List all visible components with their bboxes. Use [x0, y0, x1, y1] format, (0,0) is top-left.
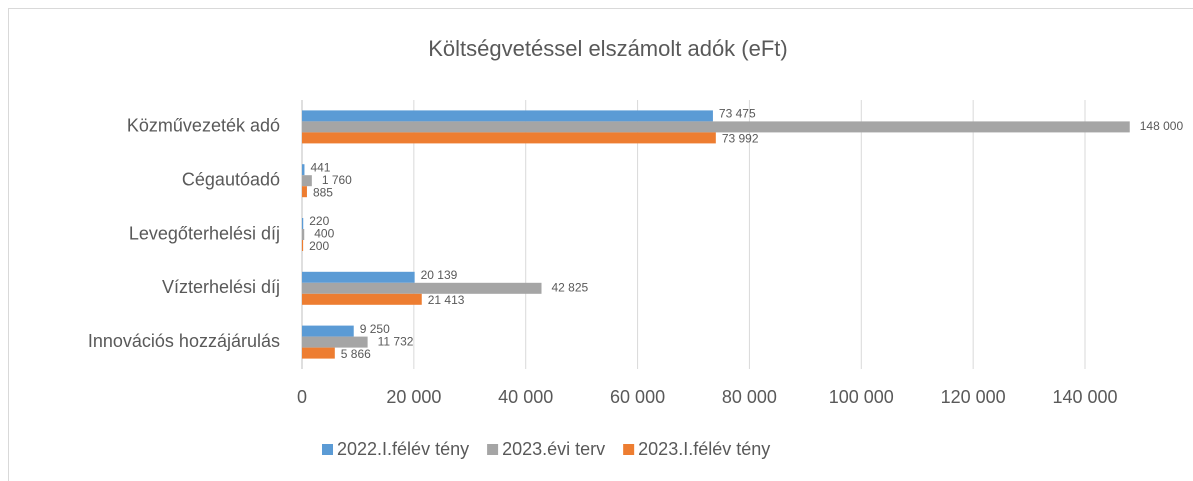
x-tick-label: 40 000 — [498, 387, 553, 407]
x-tick-label: 20 000 — [386, 387, 441, 407]
chart-border — [8, 8, 1193, 481]
data-label: 11 732 — [378, 334, 414, 348]
y-tick-label: Vízterhelési díj — [162, 277, 280, 297]
legend-label: 2022.I.félév tény — [337, 439, 469, 459]
bar — [302, 110, 713, 122]
data-label: 400 — [314, 227, 334, 241]
x-tick-label: 60 000 — [610, 387, 665, 407]
data-label: 9 250 — [360, 322, 390, 336]
data-label: 885 — [313, 185, 333, 199]
data-label: 200 — [309, 239, 329, 253]
legend-swatch — [487, 444, 499, 455]
data-label: 1 760 — [322, 173, 352, 187]
bar — [302, 293, 422, 305]
bar — [302, 121, 1130, 133]
bar — [302, 164, 305, 176]
chart-title: Költségvetéssel elszámolt adók (eFt) — [428, 36, 788, 61]
data-label: 441 — [310, 160, 330, 174]
data-label: 73 475 — [719, 107, 756, 121]
bar — [302, 218, 304, 229]
bar — [302, 347, 335, 359]
legend-swatch — [322, 444, 333, 455]
data-label: 42 825 — [552, 280, 589, 294]
x-tick-label: 0 — [297, 387, 307, 407]
bar — [302, 282, 542, 294]
bar — [302, 186, 307, 198]
legend-label: 2023.évi terv — [502, 439, 605, 459]
x-tick-label: 120 000 — [941, 387, 1006, 407]
bar — [302, 229, 305, 240]
data-label: 220 — [309, 214, 329, 228]
data-label: 73 992 — [722, 132, 759, 146]
bar — [302, 132, 716, 144]
y-tick-label: Közművezeték adó — [127, 116, 280, 136]
y-tick-label: Innovációs hozzájárulás — [88, 331, 280, 351]
x-tick-label: 80 000 — [722, 387, 777, 407]
x-tick-label: 140 000 — [1052, 387, 1117, 407]
legend-label: 2023.I.félév tény — [638, 439, 770, 459]
bar — [302, 240, 304, 251]
data-label: 5 866 — [341, 347, 371, 361]
x-tick-label: 100 000 — [829, 387, 894, 407]
data-label: 21 413 — [428, 293, 465, 307]
y-tick-label: Cégautóadó — [182, 169, 280, 189]
bar — [302, 175, 312, 187]
bar — [302, 325, 354, 337]
bar — [302, 271, 415, 283]
y-tick-label: Levegőterhelési díj — [129, 223, 280, 243]
bar — [302, 336, 368, 348]
data-label: 20 139 — [421, 268, 458, 282]
legend-swatch — [623, 444, 635, 455]
data-label: 148 000 — [1140, 119, 1184, 133]
